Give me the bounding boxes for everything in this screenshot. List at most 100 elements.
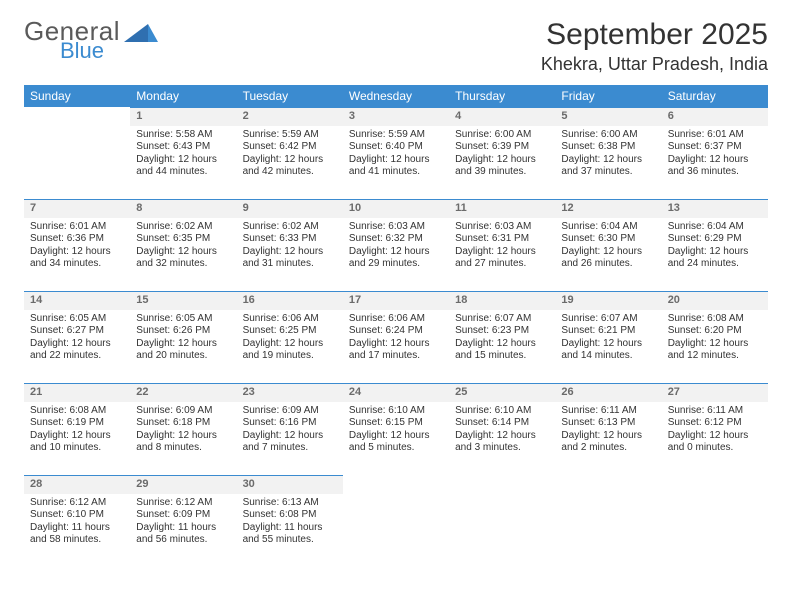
sunset-text: Sunset: 6:27 PM xyxy=(30,325,124,338)
day-cell: Sunrise: 5:58 AMSunset: 6:43 PMDaylight:… xyxy=(130,126,236,183)
sunset-text: Sunset: 6:36 PM xyxy=(30,233,124,246)
day-number: 27 xyxy=(662,383,768,402)
day-header: Saturday xyxy=(662,85,768,107)
day-cell: Sunrise: 6:13 AMSunset: 6:08 PMDaylight:… xyxy=(237,494,343,551)
sunrise-text: Sunrise: 6:05 AM xyxy=(30,313,124,326)
day-number: 15 xyxy=(130,291,236,310)
day-number: 16 xyxy=(237,291,343,310)
sunset-text: Sunset: 6:08 PM xyxy=(243,509,337,522)
day-number: 12 xyxy=(555,199,661,218)
calendar-body: 1Sunrise: 5:58 AMSunset: 6:43 PMDaylight… xyxy=(24,107,768,561)
sunset-text: Sunset: 6:20 PM xyxy=(668,325,762,338)
table-cell: 14Sunrise: 6:05 AMSunset: 6:27 PMDayligh… xyxy=(24,291,130,377)
table-cell xyxy=(662,475,768,561)
sunrise-text: Sunrise: 5:58 AM xyxy=(136,129,230,142)
sunset-text: Sunset: 6:33 PM xyxy=(243,233,337,246)
daylight-text: Daylight: 12 hours and 5 minutes. xyxy=(349,430,443,455)
table-cell: 17Sunrise: 6:06 AMSunset: 6:24 PMDayligh… xyxy=(343,291,449,377)
table-cell xyxy=(555,475,661,561)
calendar-header-row: SundayMondayTuesdayWednesdayThursdayFrid… xyxy=(24,85,768,107)
table-cell: 28Sunrise: 6:12 AMSunset: 6:10 PMDayligh… xyxy=(24,475,130,561)
day-number: 25 xyxy=(449,383,555,402)
sunrise-text: Sunrise: 6:06 AM xyxy=(243,313,337,326)
daylight-text: Daylight: 12 hours and 3 minutes. xyxy=(455,430,549,455)
sunset-text: Sunset: 6:40 PM xyxy=(349,141,443,154)
day-number: 8 xyxy=(130,199,236,218)
calendar-table: SundayMondayTuesdayWednesdayThursdayFrid… xyxy=(24,85,768,561)
day-number: 10 xyxy=(343,199,449,218)
sunrise-text: Sunrise: 6:07 AM xyxy=(455,313,549,326)
day-number: 23 xyxy=(237,383,343,402)
sunrise-text: Sunrise: 6:04 AM xyxy=(668,221,762,234)
day-number: 7 xyxy=(24,199,130,218)
sunrise-text: Sunrise: 6:02 AM xyxy=(136,221,230,234)
sunrise-text: Sunrise: 6:01 AM xyxy=(668,129,762,142)
daylight-text: Daylight: 12 hours and 17 minutes. xyxy=(349,338,443,363)
daylight-text: Daylight: 11 hours and 58 minutes. xyxy=(30,522,124,547)
table-cell: 2Sunrise: 5:59 AMSunset: 6:42 PMDaylight… xyxy=(237,107,343,193)
sunrise-text: Sunrise: 6:00 AM xyxy=(455,129,549,142)
sunset-text: Sunset: 6:21 PM xyxy=(561,325,655,338)
sunrise-text: Sunrise: 6:07 AM xyxy=(561,313,655,326)
table-cell: 22Sunrise: 6:09 AMSunset: 6:18 PMDayligh… xyxy=(130,383,236,469)
day-cell: Sunrise: 6:12 AMSunset: 6:10 PMDaylight:… xyxy=(24,494,130,551)
table-cell: 20Sunrise: 6:08 AMSunset: 6:20 PMDayligh… xyxy=(662,291,768,377)
table-cell: 13Sunrise: 6:04 AMSunset: 6:29 PMDayligh… xyxy=(662,199,768,285)
table-cell: 3Sunrise: 5:59 AMSunset: 6:40 PMDaylight… xyxy=(343,107,449,193)
sunrise-text: Sunrise: 6:03 AM xyxy=(349,221,443,234)
brand-text: General Blue xyxy=(24,18,120,62)
sunset-text: Sunset: 6:29 PM xyxy=(668,233,762,246)
table-row: 28Sunrise: 6:12 AMSunset: 6:10 PMDayligh… xyxy=(24,475,768,561)
table-cell: 30Sunrise: 6:13 AMSunset: 6:08 PMDayligh… xyxy=(237,475,343,561)
day-cell: Sunrise: 6:02 AMSunset: 6:33 PMDaylight:… xyxy=(237,218,343,275)
day-number: 28 xyxy=(24,475,130,494)
daylight-text: Daylight: 12 hours and 2 minutes. xyxy=(561,430,655,455)
day-number: 24 xyxy=(343,383,449,402)
day-cell: Sunrise: 6:07 AMSunset: 6:21 PMDaylight:… xyxy=(555,310,661,367)
sunrise-text: Sunrise: 6:05 AM xyxy=(136,313,230,326)
sunrise-text: Sunrise: 6:13 AM xyxy=(243,497,337,510)
top-bar: General Blue September 2025 Khekra, Utta… xyxy=(24,18,768,75)
table-row: 7Sunrise: 6:01 AMSunset: 6:36 PMDaylight… xyxy=(24,199,768,285)
day-header: Wednesday xyxy=(343,85,449,107)
sunrise-text: Sunrise: 6:01 AM xyxy=(30,221,124,234)
day-cell: Sunrise: 6:05 AMSunset: 6:27 PMDaylight:… xyxy=(24,310,130,367)
table-cell: 5Sunrise: 6:00 AMSunset: 6:38 PMDaylight… xyxy=(555,107,661,193)
day-number: 19 xyxy=(555,291,661,310)
day-number: 4 xyxy=(449,107,555,126)
sunrise-text: Sunrise: 6:08 AM xyxy=(30,405,124,418)
day-number: 29 xyxy=(130,475,236,494)
daylight-text: Daylight: 12 hours and 7 minutes. xyxy=(243,430,337,455)
day-number: 13 xyxy=(662,199,768,218)
sunrise-text: Sunrise: 6:11 AM xyxy=(668,405,762,418)
page-title: September 2025 xyxy=(541,18,768,52)
sunrise-text: Sunrise: 6:10 AM xyxy=(349,405,443,418)
day-number: 3 xyxy=(343,107,449,126)
daylight-text: Daylight: 12 hours and 10 minutes. xyxy=(30,430,124,455)
daylight-text: Daylight: 12 hours and 22 minutes. xyxy=(30,338,124,363)
sunrise-text: Sunrise: 6:00 AM xyxy=(561,129,655,142)
table-cell: 7Sunrise: 6:01 AMSunset: 6:36 PMDaylight… xyxy=(24,199,130,285)
table-row: 21Sunrise: 6:08 AMSunset: 6:19 PMDayligh… xyxy=(24,383,768,469)
daylight-text: Daylight: 12 hours and 19 minutes. xyxy=(243,338,337,363)
daylight-text: Daylight: 12 hours and 12 minutes. xyxy=(668,338,762,363)
day-number: 5 xyxy=(555,107,661,126)
sunset-text: Sunset: 6:35 PM xyxy=(136,233,230,246)
sunset-text: Sunset: 6:16 PM xyxy=(243,417,337,430)
table-cell: 1Sunrise: 5:58 AMSunset: 6:43 PMDaylight… xyxy=(130,107,236,193)
sunrise-text: Sunrise: 6:08 AM xyxy=(668,313,762,326)
day-cell: Sunrise: 5:59 AMSunset: 6:42 PMDaylight:… xyxy=(237,126,343,183)
sunset-text: Sunset: 6:32 PM xyxy=(349,233,443,246)
day-header: Thursday xyxy=(449,85,555,107)
daylight-text: Daylight: 11 hours and 55 minutes. xyxy=(243,522,337,547)
sunrise-text: Sunrise: 5:59 AM xyxy=(349,129,443,142)
brand-logo: General Blue xyxy=(24,18,158,62)
sunset-text: Sunset: 6:15 PM xyxy=(349,417,443,430)
sunset-text: Sunset: 6:09 PM xyxy=(136,509,230,522)
location-text: Khekra, Uttar Pradesh, India xyxy=(541,54,768,75)
sunrise-text: Sunrise: 5:59 AM xyxy=(243,129,337,142)
day-cell: Sunrise: 6:08 AMSunset: 6:20 PMDaylight:… xyxy=(662,310,768,367)
day-cell: Sunrise: 6:11 AMSunset: 6:13 PMDaylight:… xyxy=(555,402,661,459)
sunrise-text: Sunrise: 6:10 AM xyxy=(455,405,549,418)
day-cell: Sunrise: 6:00 AMSunset: 6:39 PMDaylight:… xyxy=(449,126,555,183)
